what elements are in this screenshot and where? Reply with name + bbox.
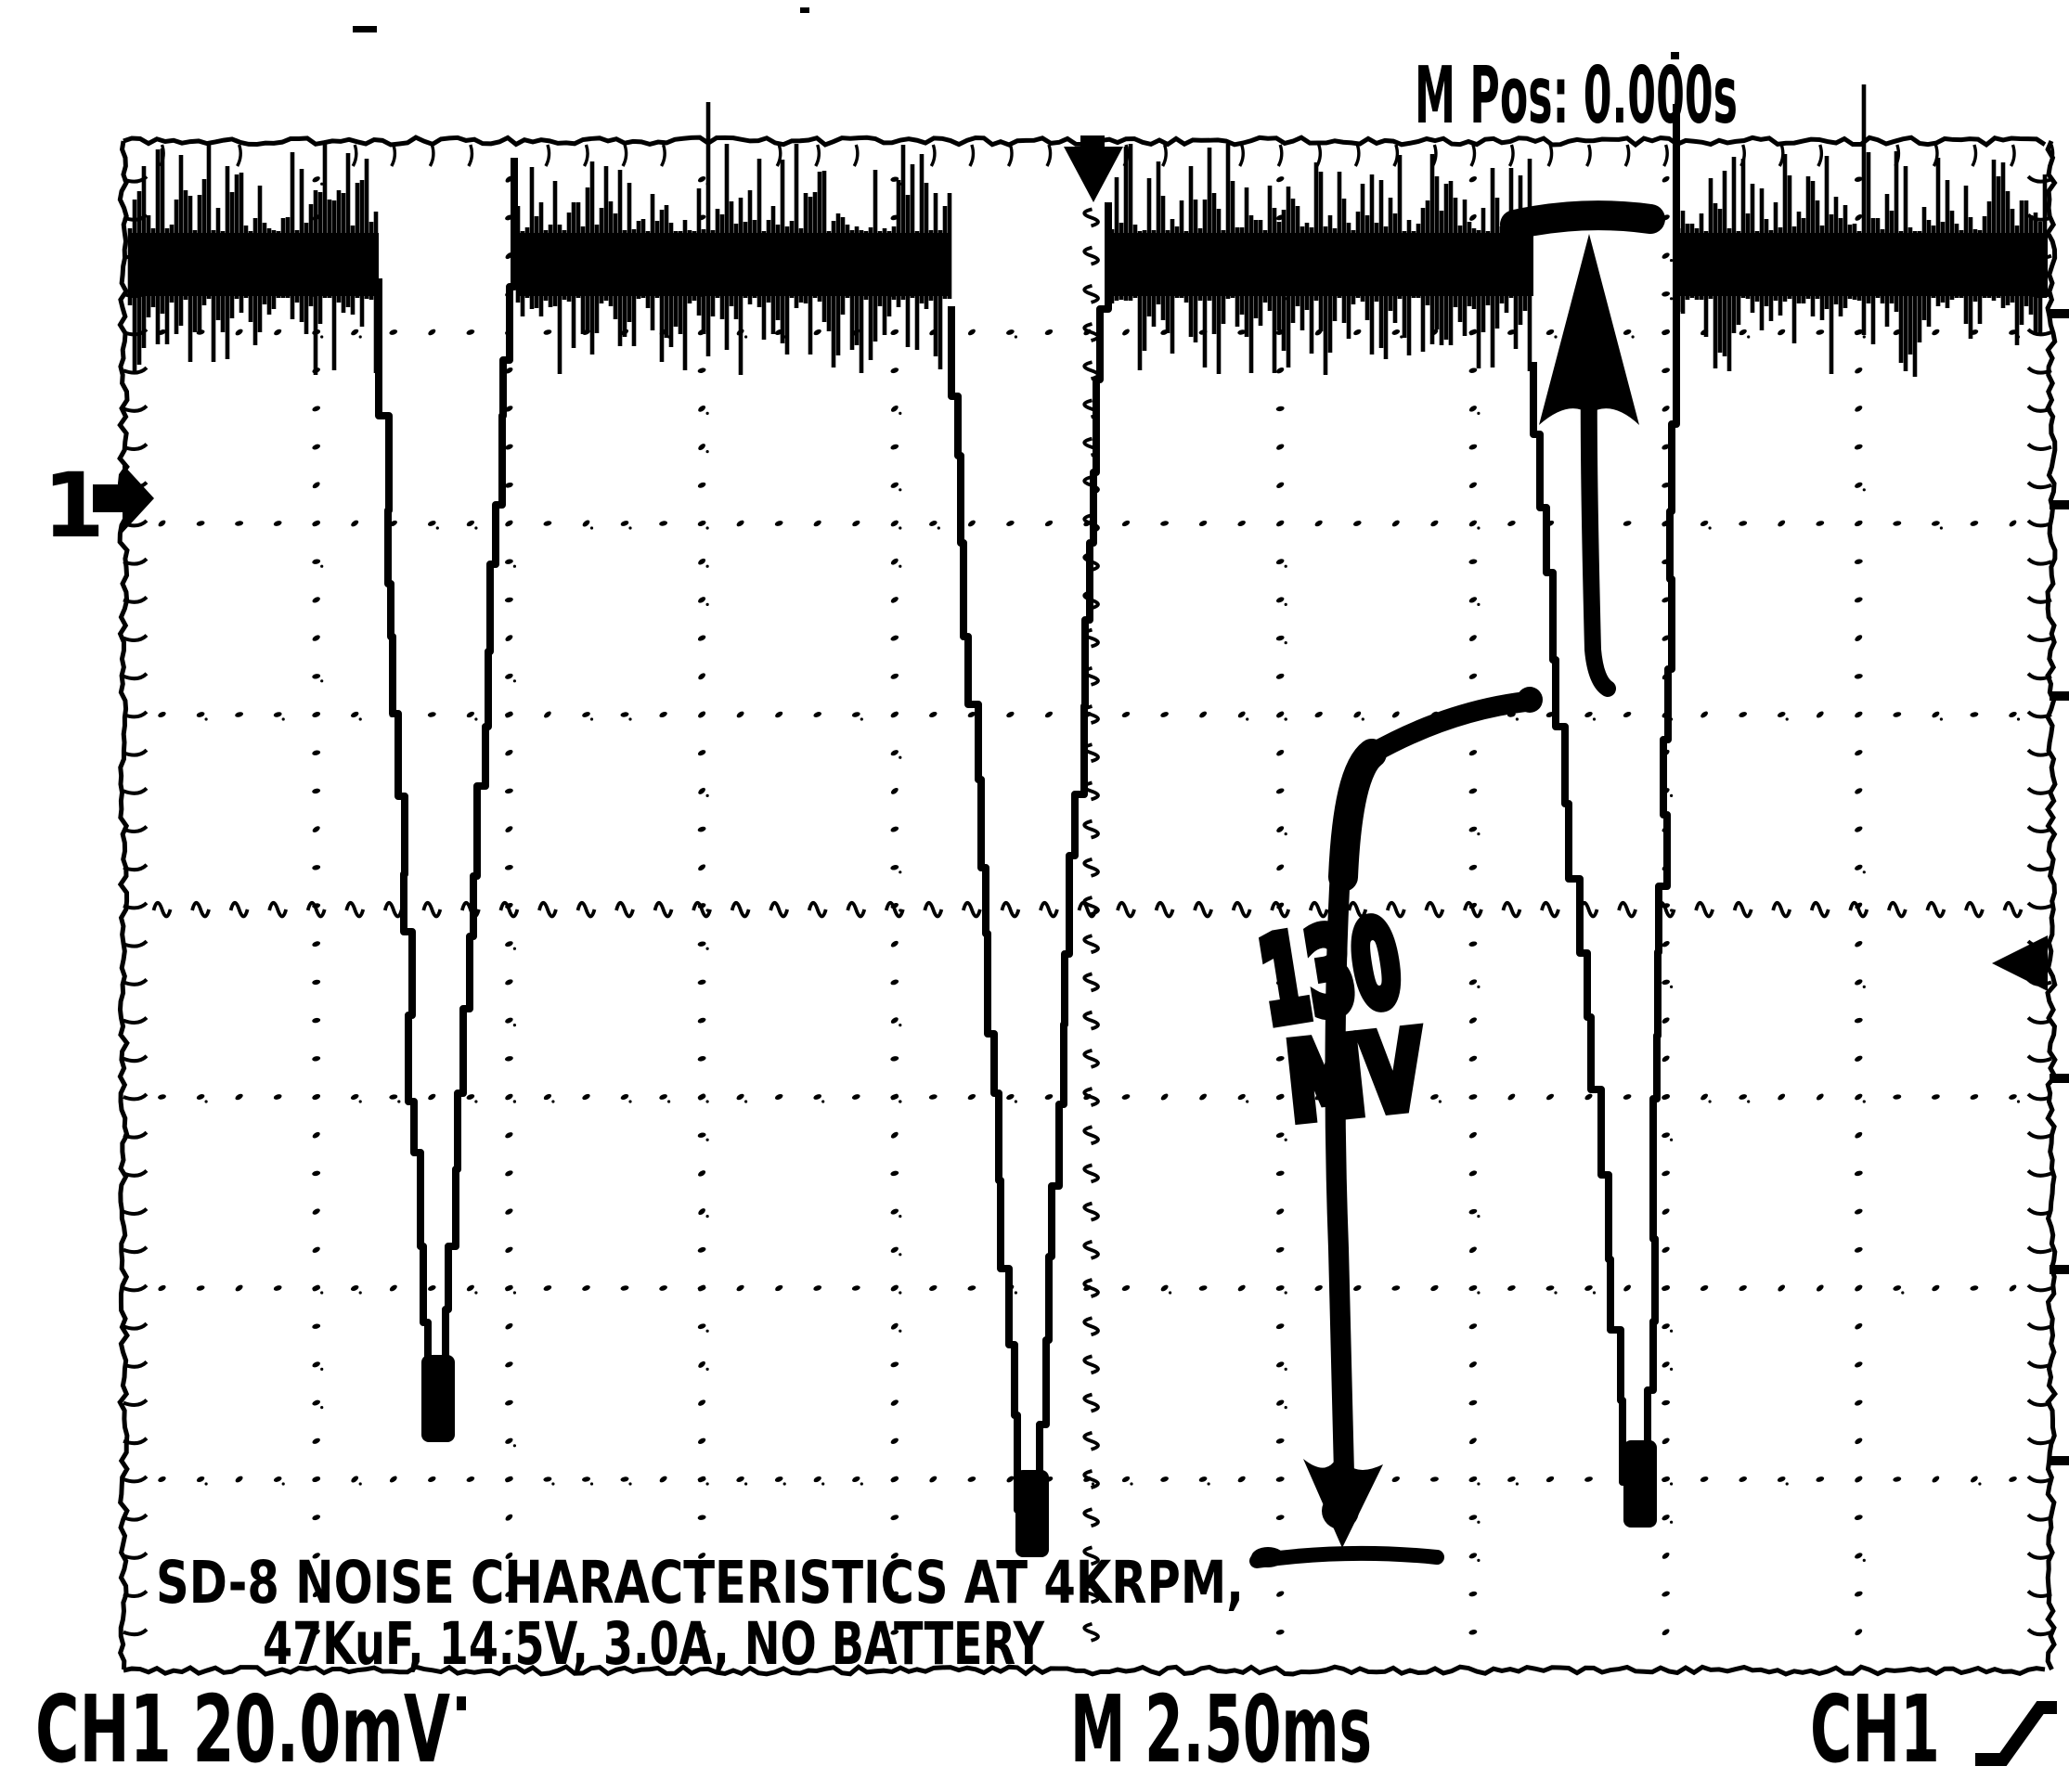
caption-line-1: SD-8 NOISE CHARACTERISTICS AT 4KRPM, [156,1549,1244,1617]
caption-line-2: 47KuF, 14.5V, 3.0A, NO BATTERY [263,1610,1045,1678]
channel1-right-arrow-icon [93,464,154,533]
timebase-readout: M 2.50ms [1070,1675,1372,1784]
annotation-value-text: 130 [1251,896,1410,1051]
scan-specks [353,7,1679,1710]
trigger-position-stem [1080,135,1105,148]
hand-drawn-measurement-arrows [1249,200,1665,1568]
trigger-position-marker [1064,135,1123,202]
ch1-waveform-trace [127,84,2048,1557]
channel1-marker: 1 [43,454,154,558]
trigger-level-left-arrow-icon [1992,935,2048,991]
trigger-level-marker [1992,935,2048,991]
trigger-source-readout: CH1 [1810,1675,1940,1784]
m-position-readout: M Pos: 0.000s [1415,50,1738,142]
annotation-unit-text: MV [1282,1010,1429,1143]
ch1-scale-readout: CH1 20.0mV [35,1675,450,1784]
trigger-position-down-arrow-icon [1064,147,1123,202]
rising-edge-slope-icon [1975,1701,2057,1766]
